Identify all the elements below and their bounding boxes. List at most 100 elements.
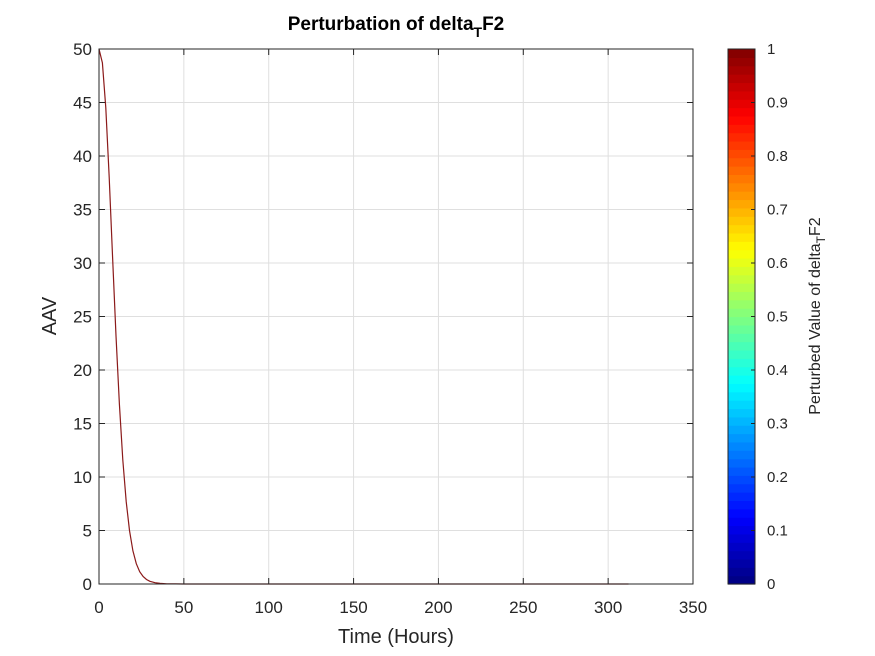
colorbar-stripe — [728, 416, 755, 426]
colorbar-stripe — [728, 458, 755, 468]
colorbar-stripe — [728, 500, 755, 510]
colorbar-stripe — [728, 316, 755, 326]
y-axis-label: AAV — [39, 296, 61, 335]
colorbar-stripe — [728, 450, 755, 460]
y-axis: 0 5 10 15 20 25 30 35 40 45 50 — [73, 40, 693, 594]
colorbar-stripe — [728, 391, 755, 401]
colorbar-stripe — [728, 358, 755, 368]
colorbar-tick-label: 0.8 — [767, 148, 788, 165]
colorbar-stripe — [728, 74, 755, 84]
colorbar-stripe — [728, 115, 755, 125]
colorbar-stripe — [728, 466, 755, 476]
x-tick-label: 300 — [594, 598, 622, 617]
plot-area: 0 50 100 150 200 250 300 350 0 5 10 15 20 25 30 35 40 45… — [73, 40, 707, 617]
y-tick-label: 45 — [73, 94, 92, 113]
colorbar-stripe — [728, 90, 755, 100]
colorbar-stripe — [728, 216, 755, 226]
colorbar-tick-label: 0 — [767, 576, 775, 593]
colorbar-stripe — [728, 333, 755, 343]
colorbar-gradient — [728, 49, 755, 585]
chart-title-tail: F2 — [482, 14, 504, 35]
colorbar-stripe — [728, 383, 755, 393]
colorbar-tick-label: 0.1 — [767, 523, 788, 540]
colorbar-tick-label: 1 — [767, 41, 775, 58]
x-axis-label: Time (Hours) — [338, 626, 454, 648]
colorbar-tick-label: 0.6 — [767, 255, 788, 272]
colorbar-label-tail: F2 — [807, 217, 824, 236]
colorbar-stripe — [728, 508, 755, 518]
y-tick-label: 10 — [73, 468, 92, 487]
grid-lines — [99, 49, 693, 584]
colorbar-stripe — [728, 366, 755, 376]
colorbar-stripe — [728, 567, 755, 577]
colorbar-label: Perturbed Value of deltaTF2 — [807, 217, 828, 414]
colorbar-stripe — [728, 525, 755, 535]
y-tick-label: 5 — [83, 522, 92, 541]
x-axis: 0 50 100 150 200 250 300 350 — [94, 49, 707, 617]
colorbar-stripe — [728, 157, 755, 167]
chart-title-subscript: T — [474, 24, 483, 40]
colorbar-stripe — [728, 249, 755, 259]
x-tick-label: 50 — [174, 598, 193, 617]
y-tick-label: 0 — [83, 575, 92, 594]
colorbar-stripe — [728, 65, 755, 75]
colorbar-stripe — [728, 224, 755, 234]
colorbar-stripe — [728, 182, 755, 192]
colorbar-stripe — [728, 558, 755, 568]
colorbar-stripe — [728, 149, 755, 159]
colorbar-stripe — [728, 99, 755, 109]
colorbar-label-main: Perturbed Value of delta — [807, 243, 824, 414]
colorbar-stripe — [728, 266, 755, 276]
chart-title: Perturbation of deltaTF2 — [288, 14, 505, 40]
colorbar-stripe — [728, 107, 755, 117]
colorbar-stripe — [728, 400, 755, 410]
colorbar-stripe — [728, 308, 755, 318]
colorbar-tick-label: 0.9 — [767, 95, 788, 112]
y-tick-label: 40 — [73, 147, 92, 166]
colorbar-stripe — [728, 483, 755, 493]
y-tick-label: 30 — [73, 254, 92, 273]
colorbar-stripe — [728, 166, 755, 175]
colorbar-stripe — [728, 341, 755, 351]
colorbar-stripe — [728, 433, 755, 443]
colorbar-stripe — [728, 57, 755, 67]
colorbar-stripe — [728, 575, 755, 585]
y-tick-label: 20 — [73, 361, 92, 380]
colorbar-label-subscript: T — [814, 235, 828, 243]
colorbar-stripe — [728, 241, 755, 251]
colorbar-stripe — [728, 550, 755, 560]
colorbar-tick-label: 0.7 — [767, 202, 788, 219]
y-tick-label: 50 — [73, 40, 92, 59]
colorbar-stripe — [728, 257, 755, 267]
chart-title-main: Perturbation of delta — [288, 14, 474, 35]
x-tick-label: 200 — [424, 598, 452, 617]
y-tick-label: 15 — [73, 415, 92, 434]
colorbar-stripe — [728, 492, 755, 502]
colorbar-tick-label: 0.4 — [767, 362, 788, 379]
colorbar-stripe — [728, 82, 755, 92]
x-tick-label: 150 — [339, 598, 367, 617]
colorbar-stripe — [728, 349, 755, 359]
colorbar-stripe — [728, 299, 755, 309]
colorbar-stripe — [728, 283, 755, 293]
colorbar-stripe — [728, 124, 755, 134]
colorbar-tick-label: 0.2 — [767, 469, 788, 486]
colorbar-stripe — [728, 207, 755, 217]
colorbar-stripe — [728, 199, 755, 209]
colorbar-stripe — [728, 475, 755, 485]
colorbar-stripe — [728, 425, 755, 435]
colorbar-stripe — [728, 174, 755, 184]
colorbar-stripe — [728, 441, 755, 451]
x-tick-label: 250 — [509, 598, 537, 617]
y-tick-label: 35 — [73, 201, 92, 220]
colorbar-stripe — [728, 291, 755, 301]
colorbar-stripe — [728, 324, 755, 334]
x-tick-label: 100 — [255, 598, 283, 617]
colorbar-stripe — [728, 274, 755, 284]
x-tick-label: 0 — [94, 598, 103, 617]
colorbar-stripe — [728, 533, 755, 543]
colorbar-stripe — [728, 517, 755, 527]
colorbar-stripe — [728, 408, 755, 418]
colorbar-stripe — [728, 191, 755, 201]
